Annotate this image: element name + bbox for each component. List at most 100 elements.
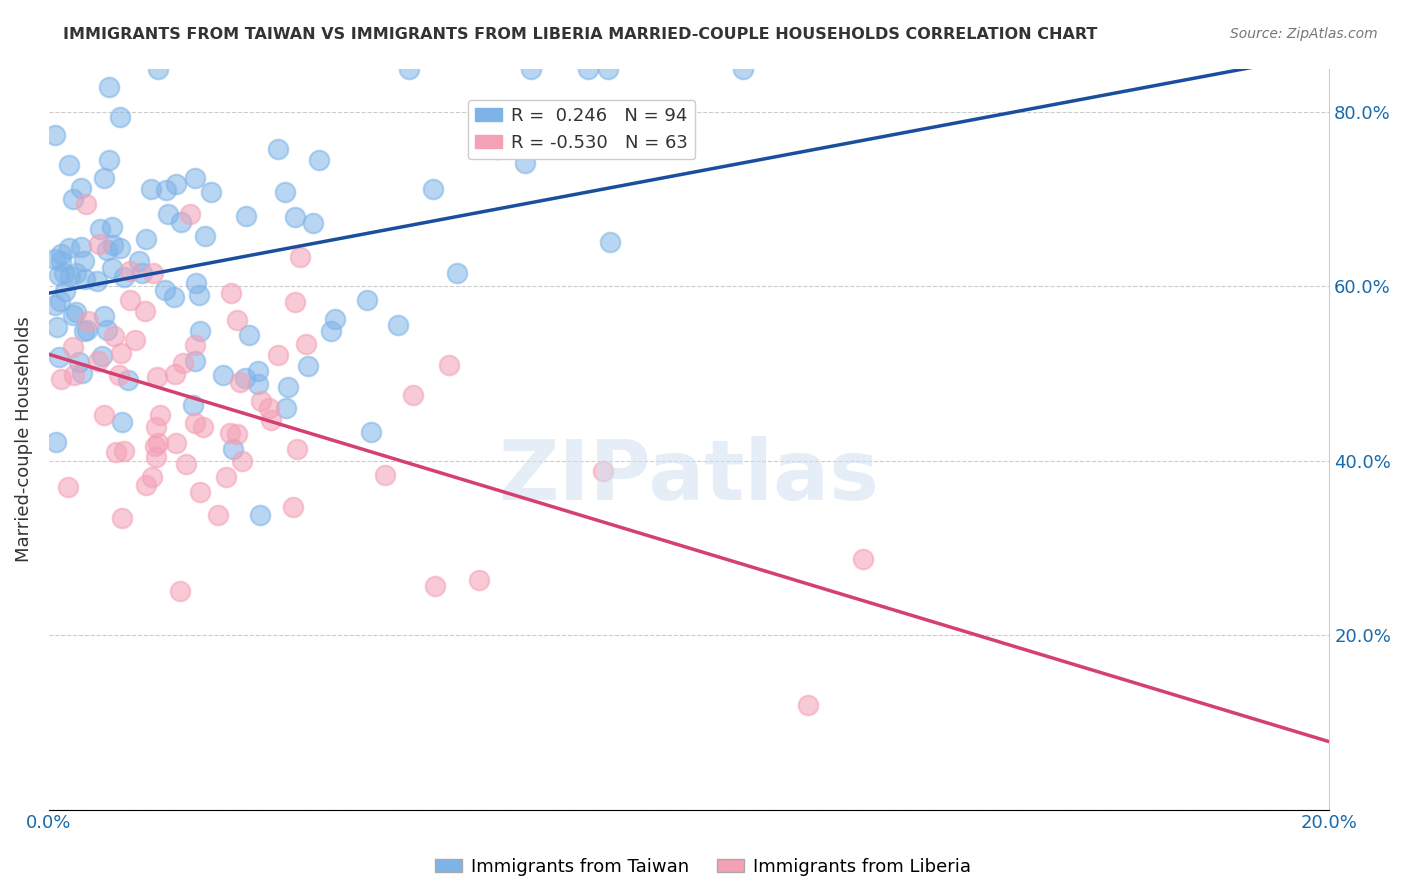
taiwan <box>321 324 343 338</box>
taiwan <box>267 142 290 156</box>
taiwan <box>51 247 73 261</box>
liberia <box>219 426 242 441</box>
taiwan <box>157 206 180 220</box>
taiwan <box>93 310 115 324</box>
liberia <box>135 477 157 491</box>
liberia <box>111 510 134 524</box>
liberia <box>49 372 72 386</box>
taiwan <box>44 128 66 143</box>
liberia <box>231 454 253 468</box>
liberia <box>146 370 169 384</box>
taiwan <box>513 156 536 170</box>
Text: Source: ZipAtlas.com: Source: ZipAtlas.com <box>1230 27 1378 41</box>
taiwan <box>51 254 73 268</box>
taiwan <box>155 183 177 197</box>
liberia <box>124 333 146 347</box>
taiwan <box>112 269 135 284</box>
taiwan <box>302 216 325 230</box>
taiwan <box>246 376 269 391</box>
taiwan <box>596 62 619 76</box>
taiwan <box>486 142 509 156</box>
taiwan <box>108 242 131 256</box>
liberia <box>142 266 165 280</box>
liberia <box>257 401 280 416</box>
liberia <box>215 470 238 484</box>
taiwan <box>48 350 70 364</box>
liberia <box>143 439 166 453</box>
taiwan <box>238 327 260 342</box>
taiwan <box>235 209 257 223</box>
liberia <box>165 436 187 450</box>
liberia <box>141 470 163 484</box>
liberia <box>284 295 307 310</box>
liberia <box>56 480 79 494</box>
Legend: Immigrants from Taiwan, Immigrants from Liberia: Immigrants from Taiwan, Immigrants from … <box>427 851 979 883</box>
liberia <box>93 408 115 422</box>
liberia <box>425 579 447 593</box>
liberia <box>281 500 304 514</box>
taiwan <box>308 153 330 168</box>
liberia <box>163 367 186 381</box>
Text: IMMIGRANTS FROM TAIWAN VS IMMIGRANTS FROM LIBERIA MARRIED-COUPLE HOUSEHOLDS CORR: IMMIGRANTS FROM TAIWAN VS IMMIGRANTS FRO… <box>63 27 1098 42</box>
liberia <box>112 443 135 458</box>
liberia <box>852 552 875 566</box>
liberia <box>62 340 84 354</box>
taiwan <box>55 284 77 298</box>
liberia <box>169 584 191 599</box>
liberia <box>796 698 818 713</box>
taiwan <box>187 288 209 302</box>
liberia <box>191 420 214 434</box>
taiwan <box>45 435 67 450</box>
taiwan <box>70 181 93 195</box>
taiwan <box>73 254 96 268</box>
liberia <box>219 285 242 300</box>
liberia <box>225 313 247 327</box>
liberia <box>183 337 205 351</box>
taiwan <box>356 293 378 308</box>
taiwan <box>58 158 80 172</box>
taiwan <box>128 253 150 268</box>
taiwan <box>284 211 307 225</box>
taiwan <box>163 290 186 304</box>
taiwan <box>181 398 204 412</box>
liberia <box>118 263 141 277</box>
liberia <box>288 251 311 265</box>
taiwan <box>73 272 96 286</box>
taiwan <box>70 366 93 380</box>
liberia <box>118 293 141 308</box>
taiwan <box>387 318 409 332</box>
taiwan <box>131 266 153 280</box>
taiwan <box>101 220 124 235</box>
taiwan <box>52 267 75 281</box>
taiwan <box>48 293 70 308</box>
liberia <box>468 574 491 588</box>
taiwan <box>59 269 82 284</box>
taiwan <box>73 324 96 338</box>
taiwan <box>44 252 66 266</box>
taiwan <box>211 368 233 382</box>
taiwan <box>153 283 176 297</box>
taiwan <box>323 311 346 326</box>
taiwan <box>65 266 87 280</box>
taiwan <box>235 370 257 384</box>
liberia <box>285 442 308 457</box>
taiwan <box>135 232 157 246</box>
taiwan <box>93 171 115 186</box>
taiwan <box>65 305 87 319</box>
taiwan <box>67 355 90 369</box>
taiwan <box>96 243 118 257</box>
taiwan <box>165 177 187 191</box>
taiwan <box>731 62 754 76</box>
liberia <box>250 393 273 408</box>
liberia <box>267 348 290 362</box>
taiwan <box>599 235 621 249</box>
taiwan <box>76 323 98 337</box>
liberia <box>295 336 318 351</box>
liberia <box>134 304 156 318</box>
taiwan <box>200 185 222 199</box>
taiwan <box>97 153 120 167</box>
taiwan <box>184 354 207 368</box>
taiwan <box>90 350 112 364</box>
liberia <box>592 464 614 478</box>
taiwan <box>249 508 271 523</box>
